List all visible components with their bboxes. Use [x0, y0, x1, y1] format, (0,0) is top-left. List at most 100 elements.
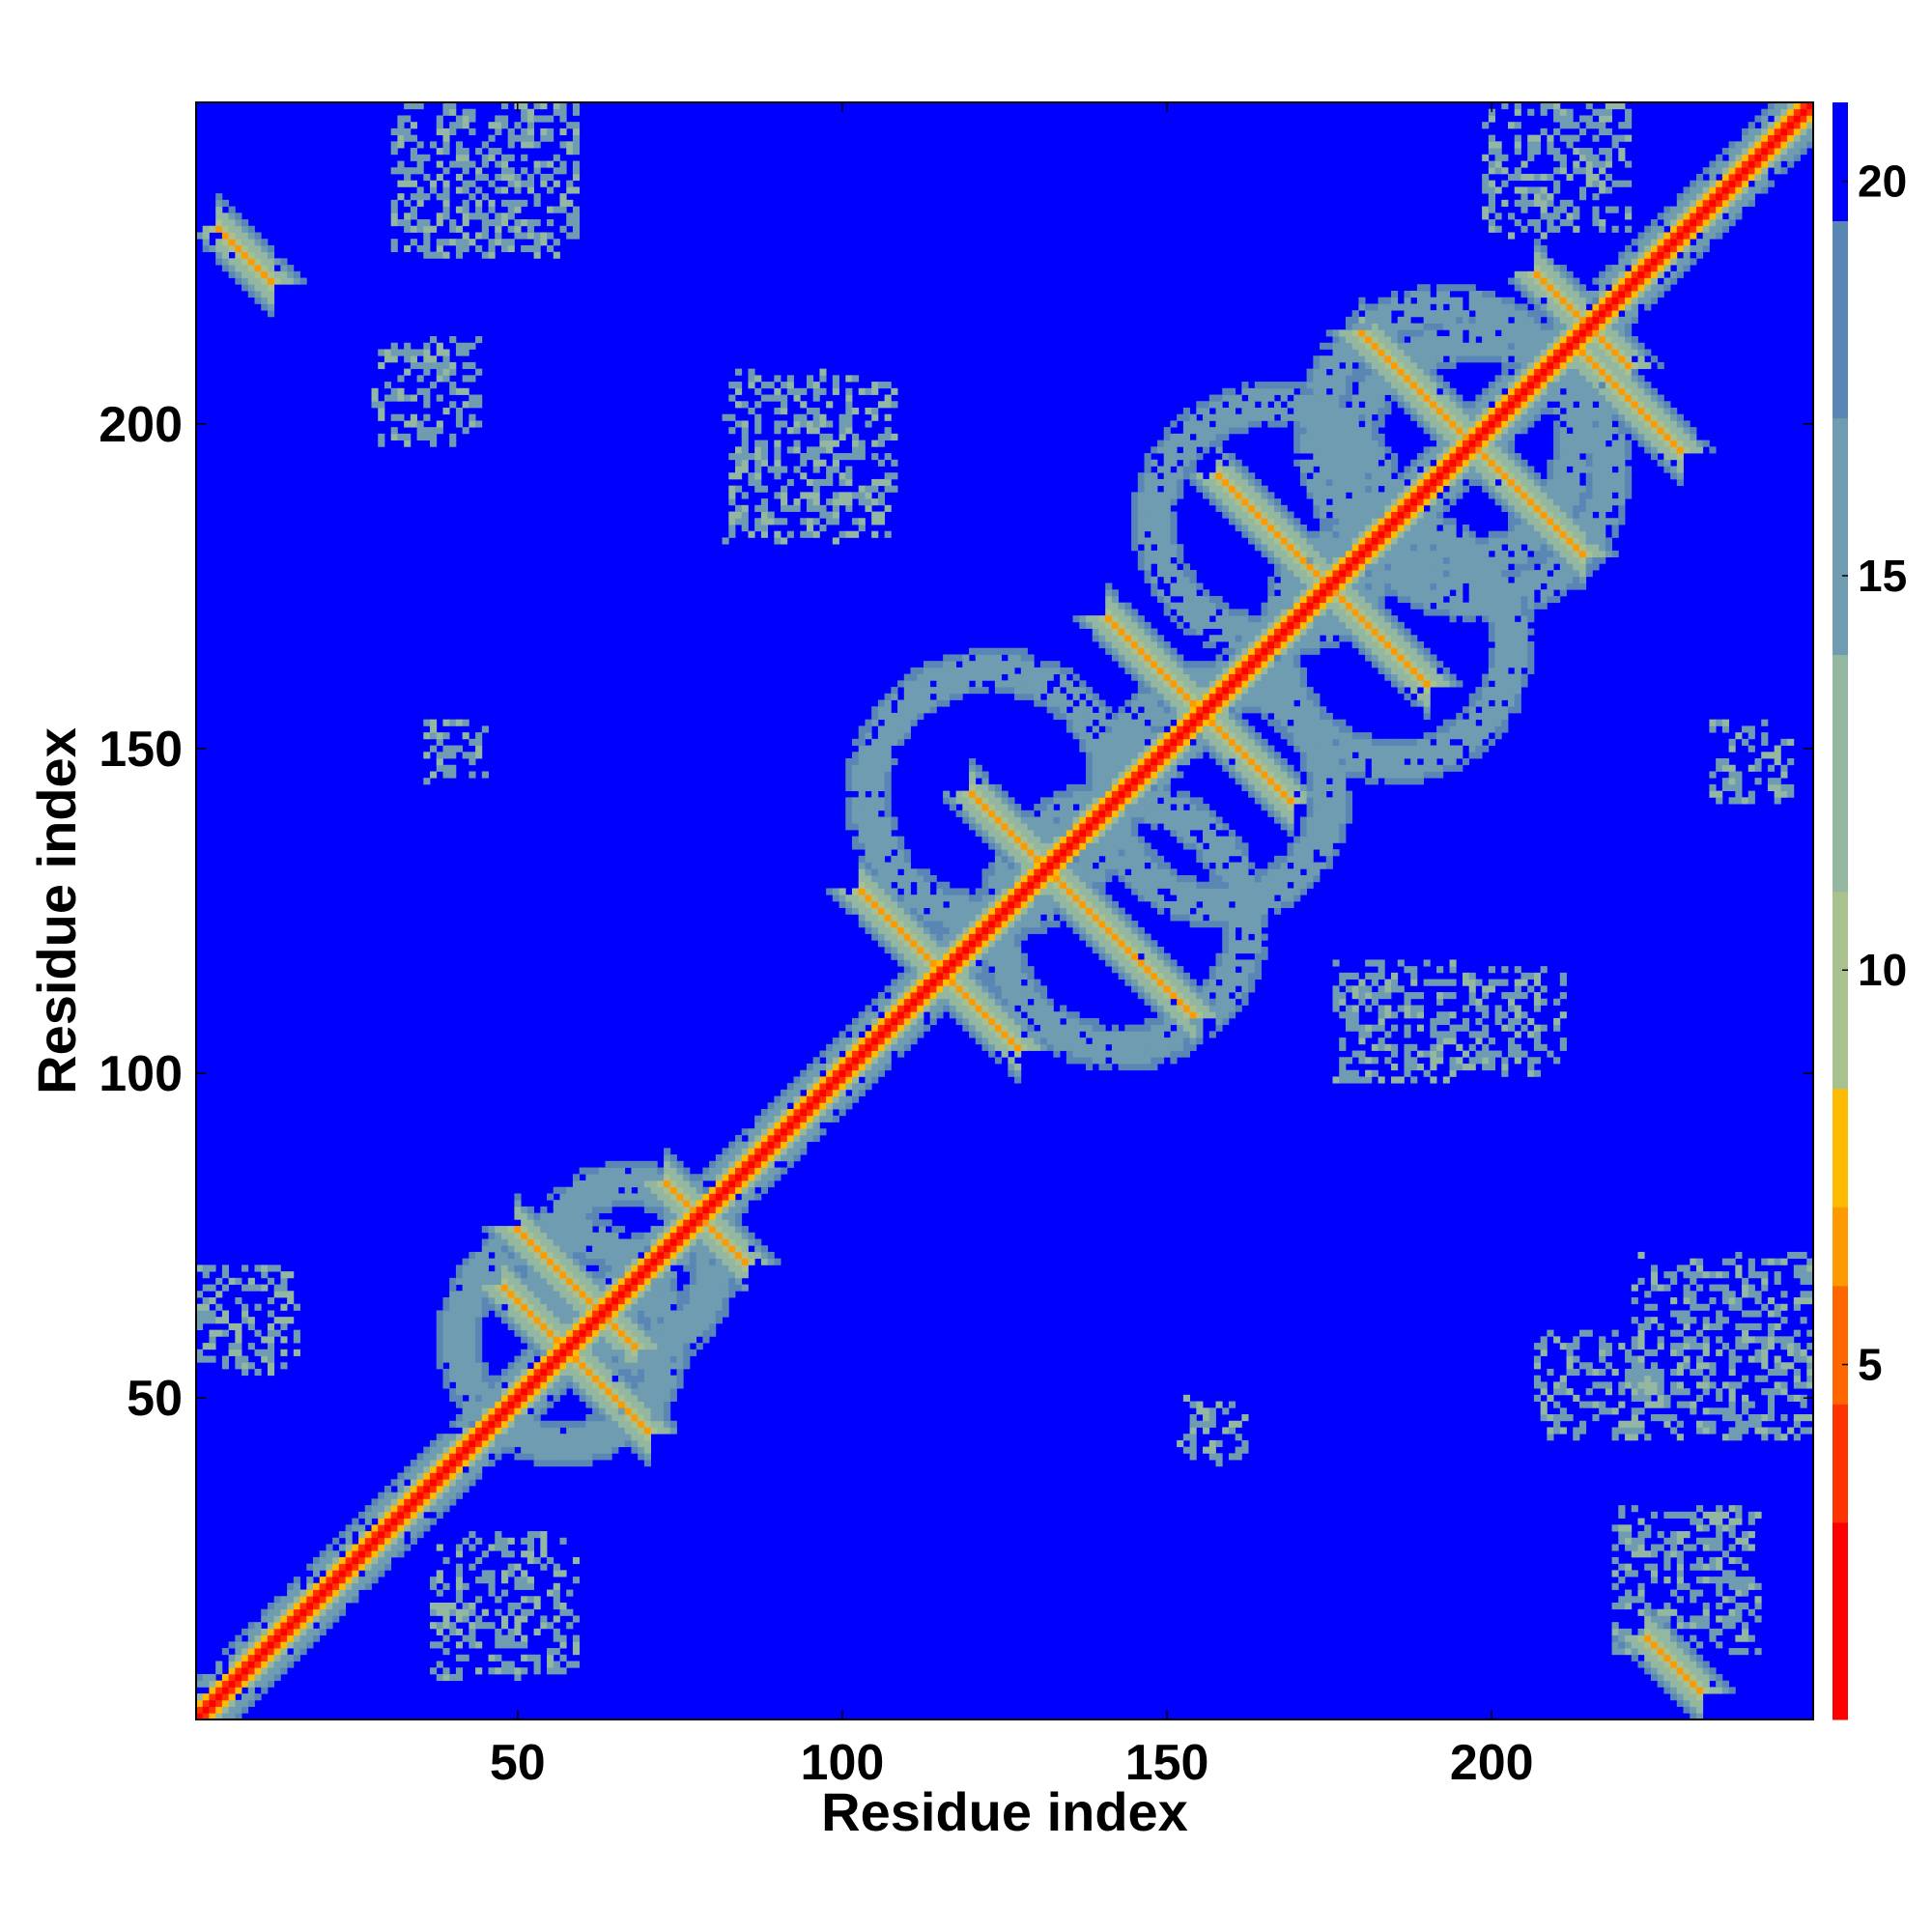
heatmap-cell [884, 842, 892, 850]
heatmap-cell [722, 413, 729, 421]
heatmap-cell [812, 492, 820, 499]
heatmap-cell [994, 804, 1003, 811]
heatmap-cell [722, 1264, 729, 1272]
heatmap-cell [1020, 1017, 1028, 1026]
heatmap-cell [988, 1031, 996, 1038]
heatmap-cell [728, 511, 736, 519]
heatmap-cell [521, 102, 528, 110]
heatmap-cell [566, 1303, 574, 1311]
heatmap-cell [689, 1291, 697, 1298]
heatmap-cell [462, 387, 469, 395]
heatmap-cell [709, 1186, 717, 1194]
heatmap-cell [838, 1069, 846, 1077]
heatmap-cell [624, 1349, 632, 1356]
heatmap-cell [261, 1271, 269, 1279]
heatmap-cell [488, 239, 496, 246]
heatmap-cell [897, 959, 905, 967]
heatmap-cell [611, 1277, 619, 1285]
heatmap-cell [638, 1375, 645, 1382]
heatmap-cell [1039, 842, 1048, 850]
heatmap-cell [669, 1291, 677, 1298]
heatmap-cell [410, 213, 417, 220]
heatmap-cell [592, 1355, 600, 1363]
heatmap-cell [559, 1232, 567, 1239]
heatmap-cell [1020, 647, 1028, 655]
heatmap-cell [1039, 673, 1048, 681]
heatmap-cell [462, 1322, 469, 1331]
heatmap-cell [1001, 952, 1009, 960]
heatmap-cell [605, 1193, 612, 1201]
heatmap-cell [1072, 926, 1080, 934]
heatmap-cell [929, 914, 937, 922]
heatmap-cell [442, 361, 450, 370]
heatmap-cell [838, 453, 846, 461]
heatmap-cell [514, 1317, 522, 1324]
heatmap-cell [981, 1005, 989, 1012]
heatmap-cell [553, 1343, 560, 1350]
heatmap-cell [500, 1388, 509, 1396]
heatmap-cell [410, 1460, 417, 1467]
heatmap-cell [689, 1186, 697, 1194]
heatmap-cell [643, 1394, 651, 1402]
heatmap-cell [221, 1706, 230, 1714]
heatmap-cell [657, 1381, 665, 1389]
heatmap-cell [547, 1381, 554, 1389]
heatmap-cell [345, 1531, 353, 1539]
heatmap-cell [436, 1498, 443, 1506]
heatmap-cell [507, 1258, 515, 1265]
heatmap-cell [267, 1648, 275, 1656]
heatmap-cell [884, 530, 892, 538]
heatmap-cell [423, 1453, 431, 1461]
heatmap-cell [442, 213, 450, 220]
heatmap-cell [521, 1388, 528, 1396]
heatmap-cell [638, 1245, 645, 1253]
heatmap-cell [469, 1310, 476, 1318]
heatmap-cell [1020, 855, 1028, 863]
heatmap-cell [683, 1329, 691, 1337]
heatmap-cell [689, 1219, 697, 1227]
heatmap-cell [209, 1329, 216, 1337]
heatmap-cell [760, 459, 769, 467]
heatmap-cell [475, 1439, 483, 1448]
heatmap-cell [559, 1226, 567, 1234]
heatmap-cell [975, 829, 982, 838]
heatmap-cell [643, 1232, 651, 1239]
heatmap-cell [683, 1336, 691, 1344]
heatmap-cell [1098, 764, 1106, 772]
heatmap-cell [1008, 687, 1015, 695]
heatmap-cell [1014, 810, 1022, 817]
heatmap-cell [572, 1291, 581, 1298]
heatmap-cell [488, 1582, 496, 1590]
heatmap-cell [981, 667, 989, 675]
heatmap-cell [254, 1680, 262, 1688]
heatmap-cell [845, 387, 853, 395]
heatmap-cell [572, 141, 581, 149]
heatmap-cell [800, 1148, 808, 1155]
heatmap-cell [215, 258, 223, 266]
heatmap-cell [436, 173, 443, 182]
heatmap-cell [871, 712, 879, 721]
heatmap-cell [1053, 1011, 1061, 1019]
heatmap-cell [605, 1303, 612, 1311]
heatmap-cell [287, 1615, 295, 1623]
heatmap-cell [442, 1622, 450, 1630]
heatmap-cell [748, 407, 755, 415]
heatmap-cell [481, 1375, 489, 1382]
heatmap-cell [767, 1148, 775, 1155]
heatmap-cell [547, 1661, 554, 1668]
heatmap-cell [969, 790, 977, 798]
heatmap-cell [442, 108, 450, 116]
heatmap-cell [598, 1251, 606, 1260]
heatmap-cell [397, 1485, 405, 1493]
heatmap-cell [507, 1570, 515, 1577]
heatmap-cell [500, 1238, 509, 1246]
heatmap-cell [579, 1446, 586, 1454]
heatmap-cell [929, 687, 937, 695]
heatmap-cell [423, 368, 431, 376]
heatmap-cell [929, 940, 937, 948]
heatmap-cell [806, 1083, 814, 1091]
heatmap-cell [702, 1310, 710, 1318]
heatmap-cell [696, 1258, 703, 1265]
heatmap-cell [903, 985, 911, 993]
heatmap-cell [643, 1446, 651, 1454]
